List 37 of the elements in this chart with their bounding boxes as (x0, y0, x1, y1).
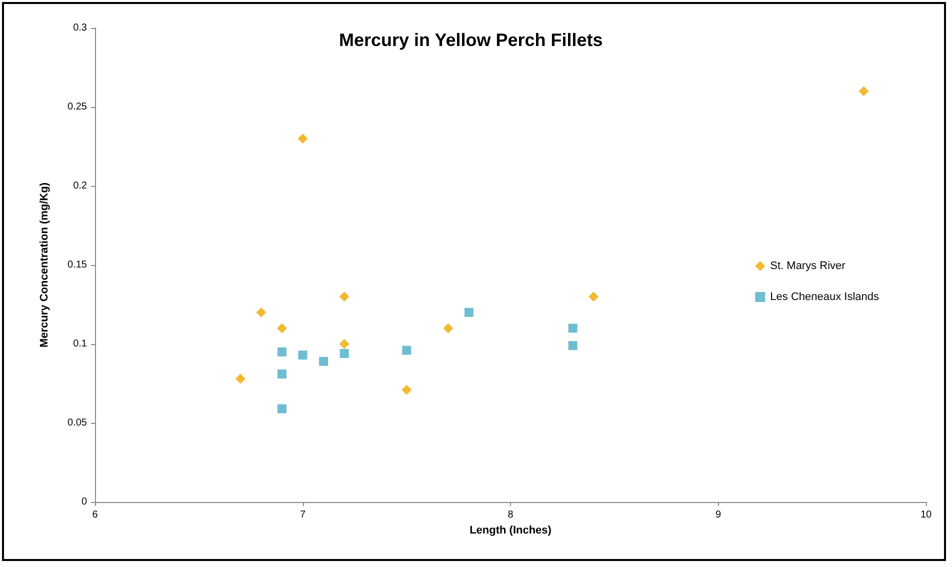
y-axis-title: Mercury Concentration (mg/Kg) (38, 182, 50, 348)
x-tick-label: 9 (715, 510, 722, 520)
legend-label: Les Cheneaux Islands (770, 291, 880, 303)
x-axis-title: Length (Inches) (470, 524, 552, 536)
point (568, 324, 578, 333)
x-tick-label: 7 (300, 510, 306, 520)
point (402, 346, 412, 355)
y-tick-label: 0.2 (73, 180, 88, 192)
y-tick-label: 0 (81, 496, 88, 508)
y-tick-label: 0.1 (73, 338, 88, 350)
point (277, 370, 286, 379)
point (319, 356, 328, 366)
point (256, 307, 266, 318)
point (588, 292, 599, 302)
point (235, 374, 246, 384)
point (443, 323, 454, 334)
point (298, 134, 308, 144)
x-tick-label: 8 (508, 510, 514, 520)
point (402, 384, 412, 395)
x-tick-label: 6 (92, 510, 98, 520)
point (298, 350, 308, 360)
x-tick-label: 10 (920, 510, 932, 520)
chart-title: Mercury in Yellow Perch Fillets (339, 30, 603, 50)
point (464, 308, 474, 317)
point (339, 292, 350, 302)
y-tick-label: 0.05 (68, 418, 88, 428)
y-tick-label: 0.3 (73, 22, 88, 34)
point (277, 404, 286, 414)
point (568, 341, 578, 350)
point (277, 347, 286, 356)
y-tick-label: 0.15 (68, 260, 88, 270)
point (276, 323, 287, 334)
point (340, 348, 349, 358)
legend-label: St. Marys River (770, 260, 846, 272)
point (858, 86, 869, 96)
y-tick-label: 0.25 (68, 102, 88, 112)
point (339, 339, 350, 349)
